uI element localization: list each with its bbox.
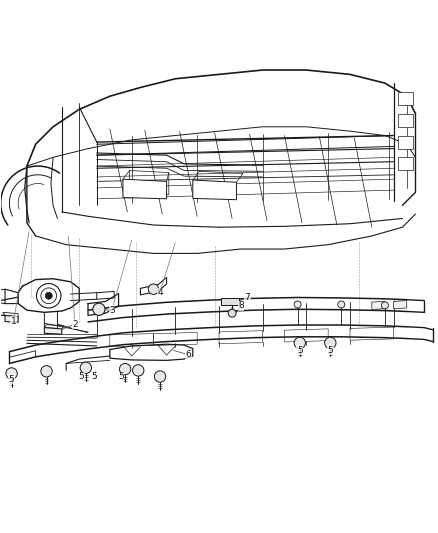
Bar xyxy=(398,157,413,171)
Circle shape xyxy=(381,302,389,309)
Text: 2: 2 xyxy=(72,320,78,329)
Circle shape xyxy=(338,301,345,308)
Circle shape xyxy=(154,371,166,382)
Polygon shape xyxy=(394,301,407,309)
Text: 3: 3 xyxy=(109,305,115,314)
Text: 5: 5 xyxy=(92,373,97,382)
Circle shape xyxy=(80,362,92,374)
Polygon shape xyxy=(193,180,237,200)
Text: 5: 5 xyxy=(9,375,14,384)
Circle shape xyxy=(133,365,144,376)
Polygon shape xyxy=(372,301,385,310)
Text: 8: 8 xyxy=(238,301,244,310)
Polygon shape xyxy=(5,316,18,322)
Polygon shape xyxy=(123,179,166,199)
Circle shape xyxy=(148,284,159,294)
Circle shape xyxy=(325,337,336,349)
Polygon shape xyxy=(44,328,62,334)
Circle shape xyxy=(6,368,17,379)
Text: 7: 7 xyxy=(244,293,250,302)
Circle shape xyxy=(93,303,105,316)
Bar xyxy=(221,298,239,305)
Circle shape xyxy=(120,364,131,375)
Text: 4: 4 xyxy=(157,288,163,297)
Circle shape xyxy=(36,284,61,308)
Text: 1: 1 xyxy=(11,317,17,326)
Circle shape xyxy=(45,292,52,299)
Circle shape xyxy=(41,288,57,304)
Text: 5: 5 xyxy=(297,346,303,355)
Circle shape xyxy=(228,309,236,317)
Text: 6: 6 xyxy=(186,350,191,359)
Text: 5: 5 xyxy=(78,373,85,382)
Text: 5: 5 xyxy=(118,373,124,382)
Bar xyxy=(398,135,413,149)
Bar xyxy=(398,114,413,127)
Circle shape xyxy=(294,301,301,308)
Circle shape xyxy=(294,337,305,349)
Bar xyxy=(398,92,413,105)
Circle shape xyxy=(41,366,52,377)
Text: 5: 5 xyxy=(328,346,333,355)
